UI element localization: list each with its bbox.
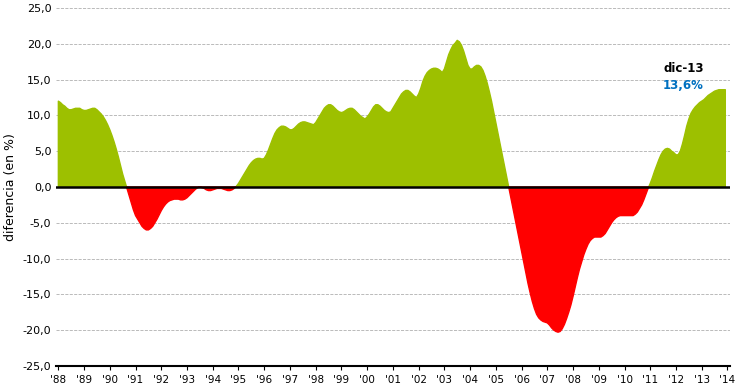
Y-axis label: diferencia (en %): diferencia (en %) bbox=[4, 133, 17, 241]
Text: dic-13: dic-13 bbox=[663, 63, 704, 75]
Text: 13,6%: 13,6% bbox=[663, 79, 704, 92]
